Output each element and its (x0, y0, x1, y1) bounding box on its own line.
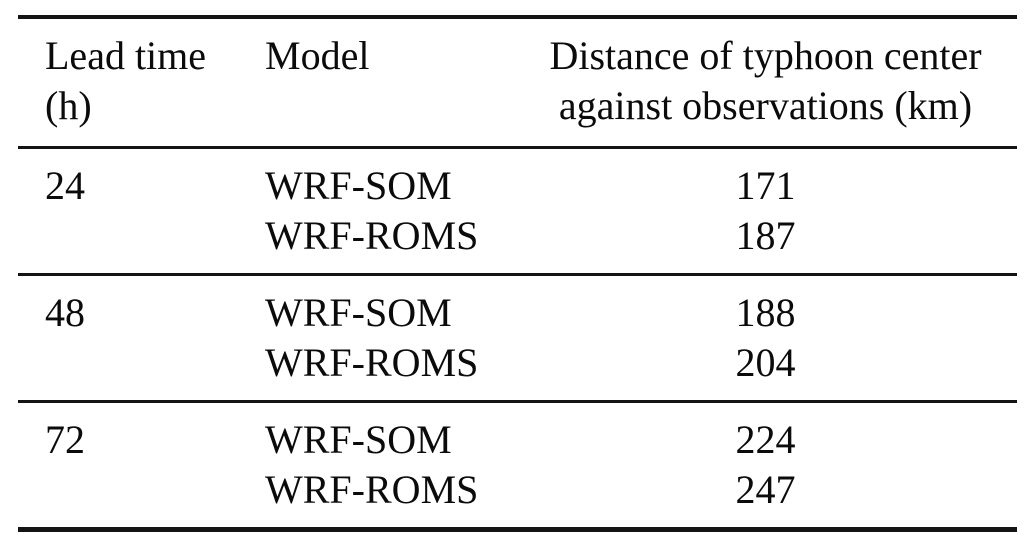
distance-value: 188 (735, 290, 796, 335)
model-value: WRF-SOM (265, 417, 452, 462)
lead-time-value: 48 (45, 290, 85, 335)
lead-time-value: 24 (45, 163, 85, 208)
table-row: 48 WRF-SOM 188 (18, 275, 1017, 339)
header-model: Model (245, 17, 520, 148)
distance-value: 204 (735, 340, 796, 385)
table-row: WRF-ROMS 247 (18, 465, 1017, 530)
header-lead-time-line1: Lead time (45, 33, 207, 78)
distance-value: 224 (735, 417, 796, 462)
lead-time-value: 72 (45, 417, 85, 462)
lead-time-group-72: 72 WRF-SOM 224 WRF-ROMS 247 (18, 402, 1017, 530)
table-row: 72 WRF-SOM 224 (18, 402, 1017, 466)
table-row: WRF-ROMS 204 (18, 338, 1017, 402)
model-value: WRF-SOM (265, 163, 452, 208)
header-distance-line1: Distance of typhoon center (549, 33, 982, 78)
lead-time-group-24: 24 WRF-SOM 171 WRF-ROMS 187 (18, 148, 1017, 275)
distance-value: 171 (735, 163, 796, 208)
table-header: Lead time (h) Model Distance of typhoon … (18, 17, 1017, 148)
lead-time-group-48: 48 WRF-SOM 188 WRF-ROMS 204 (18, 275, 1017, 402)
model-value: WRF-SOM (265, 290, 452, 335)
model-value: WRF-ROMS (265, 213, 479, 258)
header-model-label: Model (265, 33, 370, 78)
table-row: WRF-ROMS 187 (18, 211, 1017, 275)
distance-value: 187 (735, 213, 796, 258)
header-lead-time-line2: (h) (45, 83, 92, 128)
typhoon-center-distance-table: Lead time (h) Model Distance of typhoon … (18, 15, 1017, 532)
header-distance: Distance of typhoon center against obser… (520, 17, 1017, 148)
header-row: Lead time (h) Model Distance of typhoon … (18, 17, 1017, 148)
header-lead-time: Lead time (h) (18, 17, 245, 148)
table-row: 24 WRF-SOM 171 (18, 148, 1017, 212)
model-value: WRF-ROMS (265, 340, 479, 385)
header-distance-line2: against observations (km) (558, 83, 973, 128)
distance-value: 247 (735, 467, 796, 512)
model-value: WRF-ROMS (265, 467, 479, 512)
